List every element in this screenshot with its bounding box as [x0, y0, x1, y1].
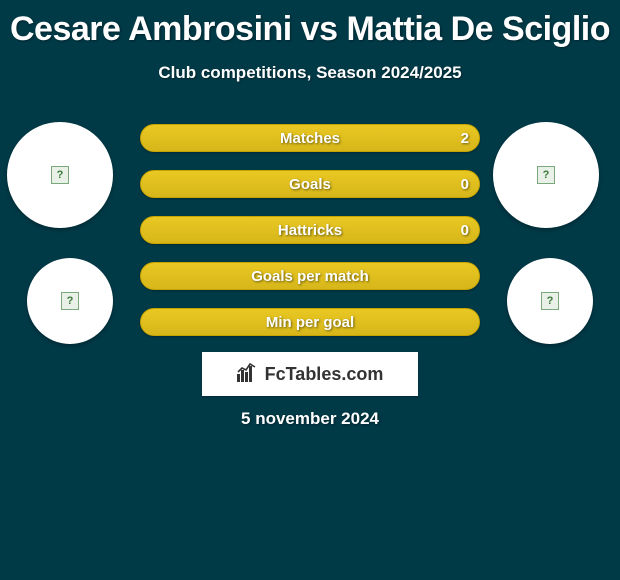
- stat-row-min-per-goal: Min per goal: [140, 308, 480, 336]
- avatar-circle-player1-top: ?: [7, 122, 113, 228]
- page-title: Cesare Ambrosini vs Mattia De Sciglio: [0, 0, 620, 49]
- stat-row-goals: Goals 0: [140, 170, 480, 198]
- stat-right-value: 0: [461, 171, 469, 198]
- subtitle: Club competitions, Season 2024/2025: [0, 63, 620, 83]
- stat-label: Goals: [141, 171, 479, 198]
- stat-label: Goals per match: [141, 263, 479, 290]
- avatar-circle-player1-bottom: ?: [27, 258, 113, 344]
- stat-row-goals-per-match: Goals per match: [140, 262, 480, 290]
- stat-label: Min per goal: [141, 309, 479, 336]
- date-line: 5 november 2024: [0, 409, 620, 429]
- logo-box: FcTables.com: [202, 352, 418, 396]
- stat-row-matches: Matches 2: [140, 124, 480, 152]
- avatar-circle-player2-bottom: ?: [507, 258, 593, 344]
- broken-image-icon: ?: [51, 166, 69, 184]
- logo-text: FcTables.com: [265, 364, 384, 385]
- stats-block: Matches 2 Goals 0 Hattricks 0 Goals per …: [140, 124, 480, 354]
- chart-icon: [237, 362, 259, 387]
- stat-label: Hattricks: [141, 217, 479, 244]
- stat-label: Matches: [141, 125, 479, 152]
- stat-right-value: 0: [461, 217, 469, 244]
- stat-right-value: 2: [461, 125, 469, 152]
- broken-image-icon: ?: [537, 166, 555, 184]
- broken-image-icon: ?: [61, 292, 79, 310]
- broken-image-icon: ?: [541, 292, 559, 310]
- stat-row-hattricks: Hattricks 0: [140, 216, 480, 244]
- avatar-circle-player2-top: ?: [493, 122, 599, 228]
